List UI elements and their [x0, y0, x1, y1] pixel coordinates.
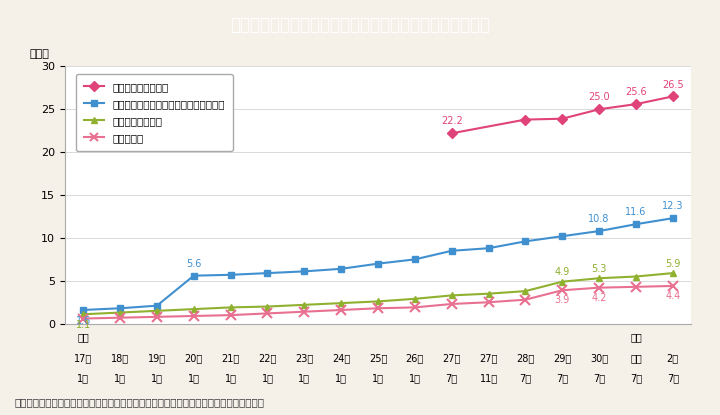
Text: 4.4: 4.4 — [665, 291, 680, 301]
Text: 20年: 20年 — [184, 353, 203, 363]
Text: 5.6: 5.6 — [186, 259, 202, 269]
Text: 27年: 27年 — [480, 353, 498, 363]
Text: 1月: 1月 — [151, 374, 163, 383]
Text: 12.3: 12.3 — [662, 201, 683, 211]
Text: 26.5: 26.5 — [662, 80, 683, 90]
Text: 11.6: 11.6 — [625, 208, 647, 217]
Text: 22.2: 22.2 — [441, 117, 462, 127]
Text: 1.1: 1.1 — [76, 320, 91, 330]
Text: 1月: 1月 — [298, 374, 310, 383]
Text: 1月: 1月 — [188, 374, 199, 383]
Text: 令和: 令和 — [630, 332, 642, 342]
Text: 18年: 18年 — [111, 353, 129, 363]
Text: 24年: 24年 — [332, 353, 350, 363]
Text: 7月: 7月 — [556, 374, 568, 383]
Text: 29年: 29年 — [553, 353, 572, 363]
Text: 1月: 1月 — [114, 374, 126, 383]
Text: 1月: 1月 — [372, 374, 384, 383]
Text: 1月: 1月 — [77, 374, 89, 383]
Text: 平成: 平成 — [77, 332, 89, 342]
Text: 7月: 7月 — [667, 374, 679, 383]
Text: 4.9: 4.9 — [554, 267, 570, 277]
Text: 22年: 22年 — [258, 353, 276, 363]
Text: 7月: 7月 — [630, 374, 642, 383]
Text: 5.3: 5.3 — [591, 264, 607, 274]
Text: 27年: 27年 — [443, 353, 461, 363]
Text: 4.2: 4.2 — [591, 293, 607, 303]
Text: 1月: 1月 — [409, 374, 421, 383]
Text: 21年: 21年 — [222, 353, 240, 363]
Text: 1月: 1月 — [261, 374, 274, 383]
Text: 17年: 17年 — [74, 353, 92, 363]
Text: 11月: 11月 — [480, 374, 498, 383]
Y-axis label: （％）: （％） — [30, 49, 50, 59]
Text: 10.8: 10.8 — [588, 214, 610, 224]
Text: 5.9: 5.9 — [665, 259, 680, 269]
Text: 25.0: 25.0 — [588, 93, 610, 103]
Text: 26年: 26年 — [406, 353, 424, 363]
Text: 7月: 7月 — [519, 374, 531, 383]
Text: （備考）内閣官房内閣人事局「女性国家公務員の登用状況のフォローアップ」より作成。: （備考）内閣官房内閣人事局「女性国家公務員の登用状況のフォローアップ」より作成。 — [14, 397, 264, 407]
Text: Ｉ－１－４図　役職段階別国家公務員の女性の割合の推移: Ｉ－１－４図 役職段階別国家公務員の女性の割合の推移 — [230, 16, 490, 34]
Text: 25.6: 25.6 — [625, 87, 647, 97]
Legend: 係長相当職（本省）, 国の地方機関課長・本省課長補佐相当職, 本省課室長相当職, 指定職相当: 係長相当職（本省）, 国の地方機関課長・本省課長補佐相当職, 本省課室長相当職,… — [76, 74, 233, 151]
Text: 3.9: 3.9 — [554, 295, 570, 305]
Text: 2年: 2年 — [667, 353, 679, 363]
Text: 7月: 7月 — [593, 374, 605, 383]
Text: 19年: 19年 — [148, 353, 166, 363]
Text: 7月: 7月 — [446, 374, 458, 383]
Text: 28年: 28年 — [516, 353, 534, 363]
Text: 1.6: 1.6 — [76, 316, 91, 326]
Text: 1月: 1月 — [225, 374, 237, 383]
Text: 元年: 元年 — [630, 353, 642, 363]
Text: 30年: 30年 — [590, 353, 608, 363]
Text: 23年: 23年 — [295, 353, 313, 363]
Text: 1月: 1月 — [335, 374, 347, 383]
Text: 25年: 25年 — [369, 353, 387, 363]
